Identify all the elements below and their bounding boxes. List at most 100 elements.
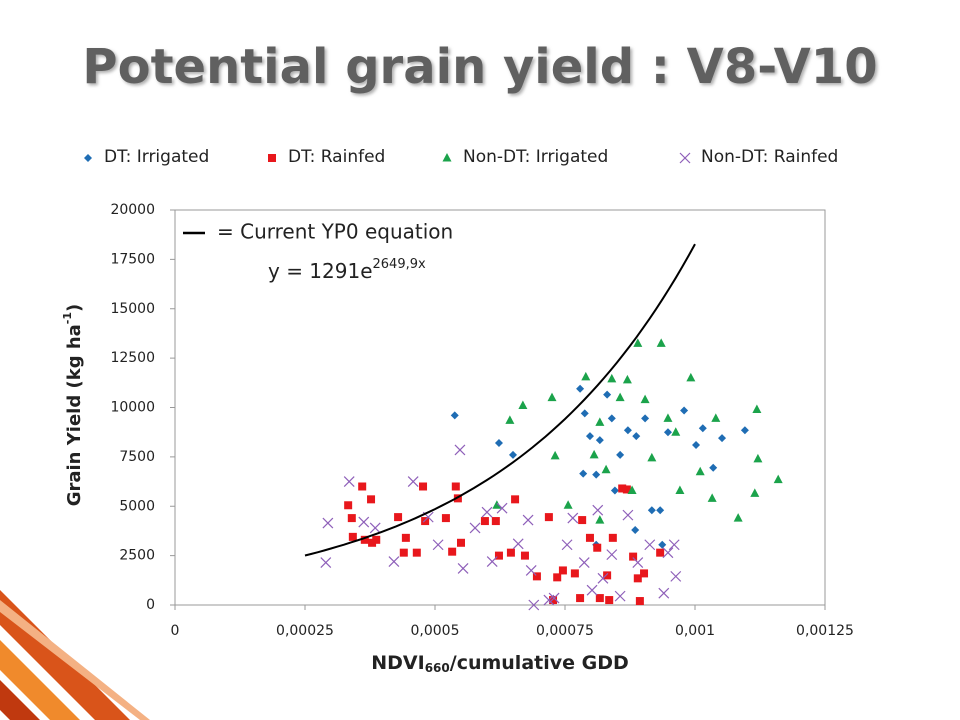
point <box>505 415 515 424</box>
point <box>629 552 638 561</box>
point-stroke <box>422 511 434 523</box>
point <box>631 525 640 534</box>
legend-item: DT: Rainfed <box>268 147 385 167</box>
point <box>578 557 590 568</box>
y-axis-title: Grain Yield (kg ha-1) <box>61 304 85 507</box>
legend-item: Non-DT: Irrigated <box>442 147 608 167</box>
point-stroke <box>668 539 680 551</box>
point <box>492 500 502 509</box>
point-stroke <box>407 476 419 487</box>
x-tick-label: 0 <box>171 623 180 639</box>
point <box>579 469 588 478</box>
point <box>622 485 631 494</box>
point-stroke <box>548 592 560 604</box>
point <box>511 495 520 504</box>
point <box>399 548 408 557</box>
point-stroke <box>632 557 644 568</box>
point <box>369 522 381 534</box>
point <box>592 470 601 479</box>
point <box>576 594 585 603</box>
point-stroke <box>512 538 524 550</box>
point <box>663 413 673 422</box>
point <box>368 538 377 547</box>
point <box>84 154 92 162</box>
point <box>358 482 367 491</box>
point <box>632 432 641 441</box>
point <box>679 152 691 164</box>
point-stroke <box>469 522 481 534</box>
legend-label: DT: Rainfed <box>288 147 385 167</box>
fit-equation-exponent: 2649,9x <box>373 257 426 272</box>
point <box>614 590 626 602</box>
point <box>581 371 591 381</box>
point <box>580 409 589 418</box>
point <box>647 452 657 462</box>
point <box>268 154 276 162</box>
point <box>718 434 727 443</box>
point <box>518 400 528 410</box>
point <box>532 572 541 581</box>
point <box>606 549 618 561</box>
x-axis-title-part: NDVI <box>371 652 424 674</box>
point <box>563 500 573 509</box>
point <box>675 485 685 494</box>
point <box>607 373 617 383</box>
point <box>509 450 517 459</box>
fit-equation: y = 1291e2649,9x <box>268 257 426 283</box>
x-axis-title: NDVI660/cumulative GDD <box>371 652 629 675</box>
y-tick-label: 2500 <box>119 548 155 564</box>
point <box>576 384 585 393</box>
y-tick-label: 12500 <box>110 350 155 366</box>
point <box>686 372 696 382</box>
point <box>578 516 587 525</box>
point <box>707 493 717 502</box>
y-tick-label: 5000 <box>119 498 155 514</box>
point <box>671 427 681 436</box>
point <box>360 535 369 544</box>
point <box>419 482 428 491</box>
point <box>640 569 649 578</box>
point <box>441 514 450 523</box>
y-tick-label: 0 <box>146 597 155 613</box>
legend-item: DT: Irrigated <box>84 147 209 167</box>
point-stroke <box>662 547 674 559</box>
annotation: = Current YP0 equation <box>217 220 453 244</box>
series <box>492 338 783 524</box>
point <box>589 449 599 459</box>
point <box>528 599 540 611</box>
legend-label: Non-DT: Rainfed <box>701 147 838 167</box>
point-stroke <box>670 570 682 582</box>
point <box>670 570 682 582</box>
point <box>627 485 637 494</box>
point <box>641 414 650 423</box>
point <box>454 444 466 456</box>
point-stroke <box>322 517 334 529</box>
point <box>622 509 634 521</box>
point <box>450 411 459 420</box>
point <box>663 428 672 437</box>
point <box>733 513 743 522</box>
point <box>618 484 627 493</box>
point-stroke <box>457 563 469 574</box>
point <box>680 406 689 415</box>
point <box>595 594 604 603</box>
point <box>550 450 560 460</box>
series <box>344 482 665 606</box>
point <box>640 394 650 404</box>
point <box>522 514 534 526</box>
point-stroke <box>522 514 534 526</box>
point <box>608 533 617 542</box>
y-tick-label: 10000 <box>110 400 155 416</box>
point-stroke <box>369 522 381 534</box>
point-stroke <box>567 512 579 524</box>
point <box>347 514 356 523</box>
point <box>592 504 604 516</box>
legend-item: Non-DT: Rainfed <box>679 147 838 167</box>
point <box>695 466 705 476</box>
point-stroke <box>454 444 466 456</box>
point <box>698 424 707 433</box>
point <box>469 522 481 534</box>
point-stroke <box>597 572 609 584</box>
point <box>344 501 353 510</box>
point <box>711 413 721 422</box>
